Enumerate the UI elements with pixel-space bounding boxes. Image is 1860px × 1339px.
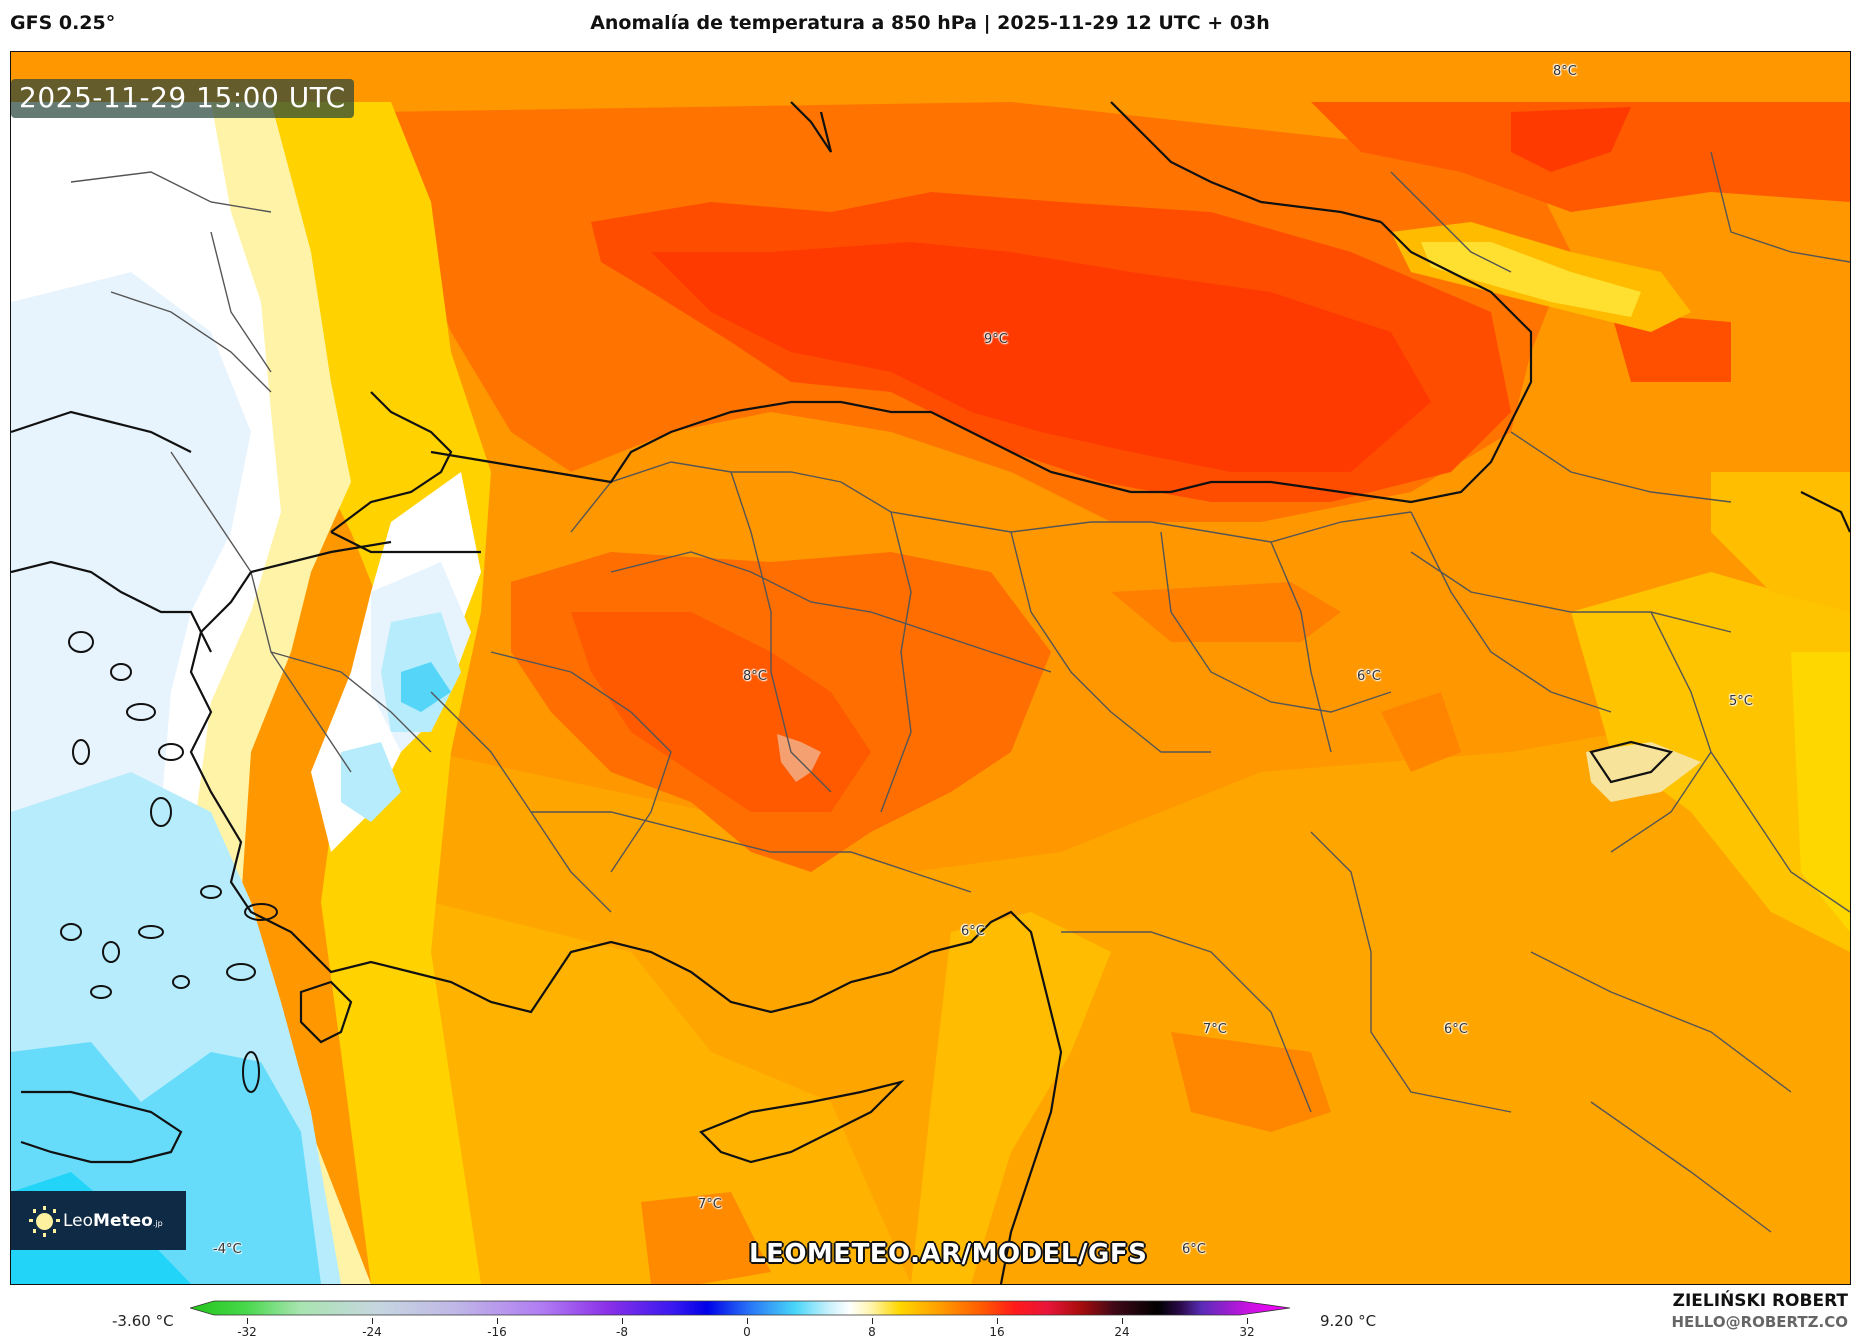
source-watermark: LEOMETEO.AR/MODEL/GFS	[749, 1239, 1148, 1269]
colorbar-tick-label: -24	[362, 1325, 382, 1339]
map-value-label: 6°C	[1444, 1022, 1468, 1037]
colorbar-tick	[1247, 1318, 1248, 1324]
colorbar-tick	[622, 1318, 623, 1324]
map-value-label: 6°C	[961, 924, 985, 939]
colorbar-tick-label: 0	[743, 1325, 751, 1339]
map-value-label: 8°C	[1553, 64, 1577, 79]
author-email[interactable]: HELLO@ROBERTZ.CO	[1671, 1313, 1848, 1331]
map-value-label: 5°C	[1729, 694, 1753, 709]
colorbar-tick	[372, 1318, 373, 1324]
colorbar-max-label: 9.20 °C	[1320, 1312, 1377, 1330]
colorbar-tick	[247, 1318, 248, 1324]
map-value-label: -4°C	[213, 1242, 242, 1257]
map-value-label: 8°C	[743, 669, 767, 684]
map-value-label: 7°C	[698, 1197, 722, 1212]
model-label: GFS 0.25°	[10, 12, 116, 34]
colorbar-tick-label: 16	[989, 1325, 1005, 1339]
logo-text: LeoMeteo.jp	[63, 1210, 163, 1231]
colorbar-tick	[997, 1318, 998, 1324]
map-title: Anomalía de temperatura a 850 hPa | 2025…	[590, 12, 1270, 34]
colorbar-tick	[1122, 1318, 1123, 1324]
sun-icon	[29, 1205, 60, 1237]
colorbar-tick	[747, 1318, 748, 1324]
colorbar-tick-label: 24	[1114, 1325, 1130, 1339]
colorbar-min-label: -3.60 °C	[112, 1312, 174, 1330]
colorbar-tick-label: -32	[237, 1325, 257, 1339]
map-value-label: 6°C	[1357, 669, 1381, 684]
map-value-label: 9°C	[984, 332, 1008, 347]
temperature-anomaly-map[interactable]: 2025-11-29 15:00 UTC LeoMeteo.jp 8°C 9°C…	[10, 51, 1851, 1285]
map-canvas	[11, 52, 1850, 1284]
colorbar-tick	[497, 1318, 498, 1324]
author-name: ZIELIŃSKI ROBERT	[1672, 1291, 1848, 1311]
colorbar-tick-label: -8	[616, 1325, 628, 1339]
leometeo-logo[interactable]: LeoMeteo.jp	[11, 1191, 186, 1250]
colorbar-tick-label: 8	[868, 1325, 876, 1339]
colorbar	[190, 1300, 1291, 1316]
valid-time-badge: 2025-11-29 15:00 UTC	[11, 79, 354, 118]
colorbar-tick-label: -16	[487, 1325, 507, 1339]
map-value-label: 7°C	[1203, 1022, 1227, 1037]
colorbar-tick-label: 32	[1239, 1325, 1255, 1339]
map-value-label: 6°C	[1182, 1242, 1206, 1257]
author-credit: ZIELIŃSKI ROBERT HELLO@ROBERTZ.CO	[1671, 1291, 1848, 1331]
colorbar-tick	[872, 1318, 873, 1324]
